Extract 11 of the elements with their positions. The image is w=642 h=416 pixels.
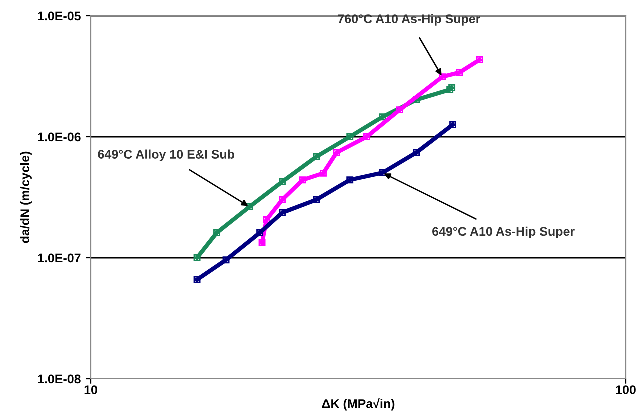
annotation: 760°C A10 As-Hip Super: [338, 14, 481, 26]
annotation: 649°C A10 As-Hip Super: [432, 226, 575, 239]
y-axis-title: da/dN (m/cycle): [20, 152, 32, 244]
y-tick-label: 1.0E-08: [38, 374, 81, 384]
y-tick-label: 1.0E-07: [38, 254, 81, 263]
y-tick-label: 1.0E-05: [38, 12, 81, 21]
x-axis-title: ΔK (MPa√in): [322, 398, 395, 411]
x-tick-label: 100: [616, 386, 636, 394]
x-tick-label: 10: [84, 386, 98, 394]
annotation: 649°C Alloy 10 E&I Sub: [98, 150, 234, 162]
y-tick-label: 1.0E-06: [38, 132, 81, 142]
